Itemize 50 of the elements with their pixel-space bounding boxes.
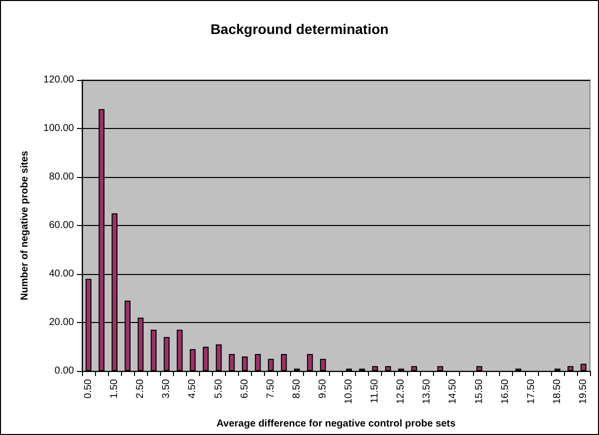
y-tick-label: 60.00 bbox=[48, 220, 74, 231]
x-tick-label: 18.50 bbox=[552, 378, 563, 404]
x-tick-label: 9.50 bbox=[317, 378, 328, 398]
bar bbox=[385, 366, 392, 371]
bar bbox=[254, 354, 261, 371]
x-tick-label: 15.50 bbox=[474, 378, 485, 404]
x-tick-label: 14.50 bbox=[448, 378, 459, 404]
bar bbox=[320, 358, 326, 371]
x-tick-label: 8.50 bbox=[291, 378, 302, 398]
chart-title: Background determination bbox=[210, 21, 389, 37]
bar bbox=[176, 330, 183, 371]
x-tick-label: 2.50 bbox=[135, 378, 146, 398]
x-tick-label: 10.50 bbox=[344, 378, 355, 404]
bar bbox=[228, 354, 235, 371]
x-tick-label: 0.50 bbox=[83, 378, 94, 398]
bar bbox=[307, 354, 313, 371]
bar bbox=[568, 366, 574, 371]
y-tick-label: 100.00 bbox=[43, 123, 74, 134]
x-tick-label: 1.50 bbox=[109, 378, 120, 398]
bar bbox=[164, 337, 170, 371]
bar bbox=[476, 366, 482, 371]
bar bbox=[242, 356, 248, 371]
x-tick-label: 6.50 bbox=[239, 378, 250, 398]
bar bbox=[372, 366, 378, 371]
bar bbox=[437, 366, 444, 371]
bar bbox=[411, 366, 418, 371]
x-tick-label: 3.50 bbox=[161, 378, 172, 398]
y-axis-title: Number of negative probe sites bbox=[20, 150, 30, 300]
x-axis-title: Average difference for negative control probe sets bbox=[216, 418, 456, 430]
y-tick-label: 20.00 bbox=[48, 317, 74, 328]
y-tick-label: 80.00 bbox=[48, 172, 74, 182]
x-tick-label: 5.50 bbox=[213, 378, 224, 398]
x-tick-label: 13.50 bbox=[422, 378, 433, 404]
x-tick-label: 12.50 bbox=[396, 378, 407, 404]
x-tick-label: 7.50 bbox=[265, 378, 276, 398]
bar bbox=[190, 349, 196, 371]
bar bbox=[150, 330, 157, 371]
y-tick-label: 120.00 bbox=[43, 74, 74, 86]
x-tick-label: 11.50 bbox=[370, 378, 381, 404]
y-tick-label: 40.00 bbox=[48, 268, 74, 280]
bar bbox=[216, 344, 222, 371]
x-tick-label: 17.50 bbox=[526, 378, 537, 404]
x-tick-label: 16.50 bbox=[500, 378, 511, 404]
bar bbox=[268, 358, 274, 371]
bar bbox=[580, 364, 586, 371]
x-tick-label: 19.50 bbox=[578, 378, 589, 404]
y-tick-label: 0.00 bbox=[54, 366, 74, 376]
x-tick-label: 4.50 bbox=[187, 378, 198, 398]
bar bbox=[202, 346, 209, 371]
bar bbox=[280, 354, 287, 371]
